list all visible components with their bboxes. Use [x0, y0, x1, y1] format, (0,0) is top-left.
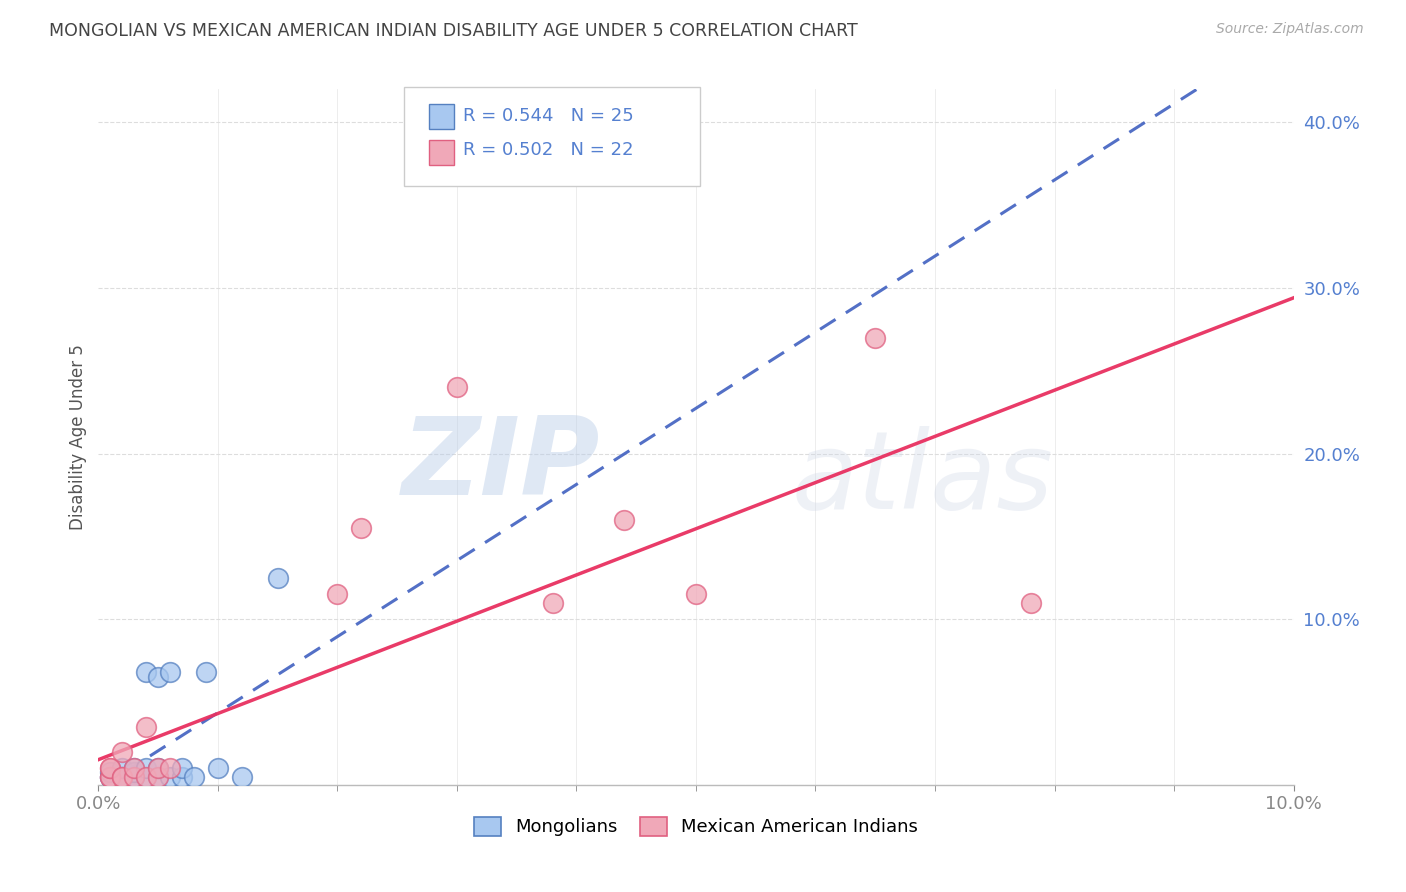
Point: [124, 764, 146, 779]
Point: [326, 587, 349, 601]
Point: [111, 770, 134, 784]
Point: [124, 770, 146, 784]
Point: [135, 770, 157, 784]
Text: MONGOLIAN VS MEXICAN AMERICAN INDIAN DISABILITY AGE UNDER 5 CORRELATION CHART: MONGOLIAN VS MEXICAN AMERICAN INDIAN DIS…: [49, 22, 858, 40]
Point: [541, 596, 564, 610]
Point: [98, 761, 122, 775]
Point: [159, 761, 181, 775]
Point: [98, 764, 122, 779]
Point: [350, 521, 373, 535]
Text: atlas: atlas: [792, 426, 1053, 532]
Point: [183, 770, 205, 784]
Point: [148, 670, 170, 684]
Point: [865, 331, 887, 345]
Text: R = 0.502   N = 22: R = 0.502 N = 22: [463, 141, 633, 159]
Point: [148, 770, 170, 784]
Point: [159, 665, 181, 680]
Point: [124, 761, 146, 775]
Point: [135, 770, 157, 784]
Point: [98, 770, 122, 784]
Point: [98, 761, 122, 775]
Point: [148, 761, 170, 775]
Point: [231, 770, 253, 784]
Point: [124, 770, 146, 784]
Point: [172, 770, 194, 784]
Point: [111, 770, 134, 784]
Point: [135, 761, 157, 775]
Point: [207, 761, 229, 775]
Point: [172, 761, 194, 775]
Legend: Mongolians, Mexican American Indians: Mongolians, Mexican American Indians: [465, 807, 927, 846]
Point: [111, 761, 134, 775]
Point: [124, 770, 146, 784]
Text: Source: ZipAtlas.com: Source: ZipAtlas.com: [1216, 22, 1364, 37]
Text: R = 0.544   N = 25: R = 0.544 N = 25: [463, 107, 633, 125]
Point: [98, 770, 122, 784]
Point: [135, 720, 157, 734]
Point: [148, 770, 170, 784]
Point: [159, 770, 181, 784]
Point: [1019, 596, 1042, 610]
Point: [685, 587, 707, 601]
Point: [111, 770, 134, 784]
Point: [148, 761, 170, 775]
Point: [446, 380, 468, 394]
Y-axis label: Disability Age Under 5: Disability Age Under 5: [69, 344, 87, 530]
Point: [195, 665, 218, 680]
Point: [98, 770, 122, 784]
Point: [98, 770, 122, 784]
Point: [111, 770, 134, 784]
Point: [613, 513, 636, 527]
Point: [124, 761, 146, 775]
Point: [135, 665, 157, 680]
Point: [267, 571, 290, 585]
Point: [111, 745, 134, 759]
Text: ZIP: ZIP: [402, 412, 600, 518]
